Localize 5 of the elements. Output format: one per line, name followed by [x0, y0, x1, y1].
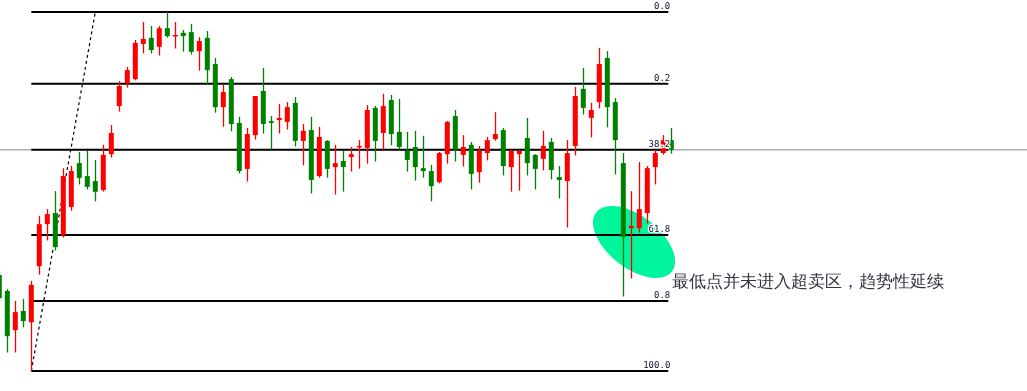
annotation: 100.0 — [643, 360, 671, 370]
annotation: 0.2 — [654, 72, 671, 83]
annotation: 0.8 — [654, 290, 671, 300]
annotation: 0.0 — [654, 1, 671, 11]
annotation: 最低点并未进入超卖区，趋势性延续 — [672, 271, 944, 291]
